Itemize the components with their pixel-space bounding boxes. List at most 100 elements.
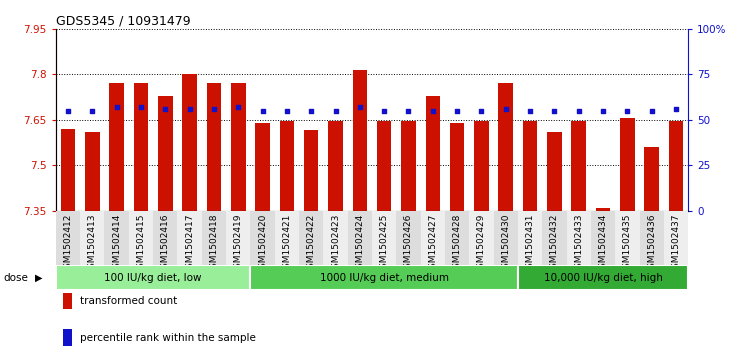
Point (111, 104, 123, 110)
Point (208, 106, 220, 112)
Bar (80, 211, 104, 265)
Point (500, 106, 512, 112)
Bar (231, 83, 246, 211)
Text: GSM1502424: GSM1502424 (356, 213, 365, 273)
Text: GDS5345 / 10931479: GDS5345 / 10931479 (56, 15, 190, 28)
Bar (523, 121, 537, 211)
Point (354, 104, 366, 110)
Bar (177, 211, 202, 265)
Text: GSM1502421: GSM1502421 (283, 213, 292, 274)
Text: GSM1502414: GSM1502414 (112, 213, 121, 274)
Point (135, 104, 147, 110)
Text: GSM1502432: GSM1502432 (550, 213, 559, 274)
Point (597, 108, 609, 114)
Text: GSM1502420: GSM1502420 (258, 213, 267, 274)
Bar (202, 211, 226, 265)
Bar (56, 265, 251, 290)
Bar (474, 121, 489, 211)
Bar (104, 211, 129, 265)
Bar (324, 211, 347, 265)
Point (451, 108, 463, 114)
Text: GSM1502427: GSM1502427 (429, 213, 437, 274)
Text: GSM1502415: GSM1502415 (136, 213, 145, 274)
Point (403, 108, 414, 114)
Bar (304, 130, 318, 211)
Text: 1000 IU/kg diet, medium: 1000 IU/kg diet, medium (320, 273, 449, 283)
Text: GSM1502426: GSM1502426 (404, 213, 413, 274)
Text: GSM1502423: GSM1502423 (331, 213, 340, 274)
Text: GSM1502417: GSM1502417 (185, 213, 194, 274)
Bar (182, 74, 197, 211)
Bar (134, 83, 148, 211)
Point (330, 108, 341, 114)
Point (232, 104, 244, 110)
Bar (450, 123, 464, 211)
Bar (153, 211, 177, 265)
Point (670, 106, 682, 112)
Text: GSM1502433: GSM1502433 (574, 213, 583, 274)
Point (378, 108, 390, 114)
Bar (129, 211, 153, 265)
Point (475, 108, 487, 114)
Bar (377, 121, 391, 211)
Point (621, 108, 633, 114)
Bar (620, 118, 635, 211)
Bar (644, 147, 659, 211)
Point (305, 108, 317, 114)
Point (257, 108, 269, 114)
Text: dose: dose (4, 273, 28, 283)
Bar (571, 121, 586, 211)
Bar (469, 211, 493, 265)
Text: 10,000 IU/kg diet, high: 10,000 IU/kg diet, high (544, 273, 662, 283)
Bar (615, 211, 640, 265)
Bar (518, 265, 688, 290)
Text: GSM1502422: GSM1502422 (307, 213, 315, 273)
Bar (397, 211, 420, 265)
Text: GSM1502413: GSM1502413 (88, 213, 97, 274)
Bar (280, 121, 294, 211)
Bar (445, 211, 469, 265)
Bar (669, 121, 683, 211)
Bar (596, 208, 610, 211)
Text: ▶: ▶ (35, 273, 42, 283)
Point (86, 108, 98, 114)
Bar (547, 132, 562, 211)
Bar (591, 211, 615, 265)
Text: 100 IU/kg diet, low: 100 IU/kg diet, low (104, 273, 202, 283)
Bar (328, 121, 343, 211)
Bar (61, 129, 75, 211)
Text: GSM1502412: GSM1502412 (63, 213, 72, 274)
Text: GSM1502419: GSM1502419 (234, 213, 243, 274)
Point (184, 106, 196, 112)
Bar (353, 70, 367, 211)
Text: GSM1502435: GSM1502435 (623, 213, 632, 274)
Text: percentile rank within the sample: percentile rank within the sample (80, 333, 255, 343)
Text: GSM1502430: GSM1502430 (501, 213, 510, 274)
Point (281, 108, 293, 114)
Text: GSM1502425: GSM1502425 (379, 213, 388, 274)
Point (573, 108, 585, 114)
Bar (347, 211, 372, 265)
Bar (664, 211, 688, 265)
Text: GSM1502437: GSM1502437 (672, 213, 681, 274)
Bar (85, 132, 100, 211)
Bar (251, 211, 275, 265)
Bar (493, 211, 518, 265)
Text: GSM1502429: GSM1502429 (477, 213, 486, 274)
Bar (640, 211, 664, 265)
Text: GSM1502431: GSM1502431 (525, 213, 535, 274)
Text: GSM1502434: GSM1502434 (599, 213, 608, 274)
Bar (109, 83, 124, 211)
Bar (207, 83, 221, 211)
Bar (420, 211, 445, 265)
Text: GSM1502416: GSM1502416 (161, 213, 170, 274)
Text: GSM1502418: GSM1502418 (209, 213, 219, 274)
Point (548, 108, 560, 114)
Bar (226, 211, 251, 265)
Bar (372, 211, 397, 265)
Point (62, 108, 74, 114)
Point (525, 108, 536, 114)
Bar (158, 95, 173, 211)
Bar (426, 95, 440, 211)
Text: transformed count: transformed count (80, 296, 177, 306)
